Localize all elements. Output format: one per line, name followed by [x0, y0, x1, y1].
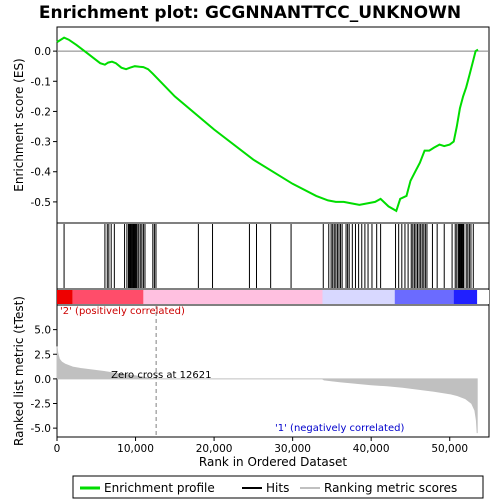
es-y-tick-label: -0.3: [31, 137, 52, 149]
zero-cross-annotation: Zero cross at 12621: [111, 370, 211, 381]
rank-x-tick-label: 50,000: [431, 443, 468, 455]
es-y-tick-label: -0.4: [31, 167, 52, 179]
color-bar-segment: [143, 290, 323, 304]
color-bar-segment: [72, 290, 144, 304]
es-y-axis-label: Enrichment score (ES): [12, 58, 26, 191]
enrichment-profile-line: [56, 36, 479, 213]
rank-x-tick-label: 20,000: [196, 443, 233, 455]
rank-x-tick-label: 30,000: [274, 443, 311, 455]
color-bar-segment: [57, 290, 73, 304]
es-y-tick-label: 0.0: [34, 46, 51, 58]
negative-correlation-label: '1' (negatively correlated): [275, 423, 404, 434]
legend-item-hits: Hits: [242, 481, 289, 495]
color-bar-segment: [453, 290, 478, 304]
chart-title: Enrichment plot: GCGNNANTTCC_UNKNOWN: [39, 3, 461, 23]
es-y-axis: 0.0 -0.1 -0.2 -0.3 -0.4 -0.5: [31, 46, 57, 209]
legend-label-enrichment-profile: Enrichment profile: [104, 481, 215, 495]
rank-y-axis: 5.0 2.5 0.0 -2.5 -5.0: [31, 325, 57, 435]
rank-y-tick-label: 5.0: [34, 325, 51, 337]
legend-item-enrichment-profile: Enrichment profile: [80, 481, 215, 495]
legend-box: [72, 475, 484, 499]
color-bar-segment: [322, 290, 395, 304]
rank-y-tick-label: 2.5: [34, 349, 51, 361]
rank-x-axis-label: Rank in Ordered Dataset: [199, 455, 347, 469]
color-bar-segment: [394, 290, 454, 304]
color-bar-segment: [477, 290, 489, 304]
enrichment-panel-frame: [56, 26, 490, 224]
es-y-tick-label: -0.2: [31, 106, 52, 118]
enrichment-profile-path: [56, 36, 479, 213]
es-y-tick-label: -0.1: [31, 76, 52, 88]
legend-item-ranking-metric: Ranking metric scores: [300, 481, 457, 495]
ranking-metric-area: [56, 346, 478, 434]
rank-color-bar: [57, 290, 489, 304]
rank-x-tick-label: 0: [54, 443, 61, 455]
rank-y-tick-label: -2.5: [31, 399, 52, 411]
rank-y-axis-label: Ranked list metric (tTest): [12, 296, 26, 446]
rank-x-axis: 0 10,000 20,000 30,000 40,000 50,000: [54, 437, 468, 455]
ranking-metric-fill: [56, 346, 478, 434]
legend-label-hits: Hits: [266, 481, 289, 495]
rank-y-tick-label: 0.0: [34, 374, 51, 386]
legend-label-ranking-metric: Ranking metric scores: [324, 481, 457, 495]
rank-x-tick-label: 40,000: [353, 443, 390, 455]
rank-x-tick-label: 10,000: [117, 443, 154, 455]
hits-marks: [63, 224, 474, 288]
positive-correlation-label: '2' (positively correlated): [60, 306, 185, 317]
es-y-tick-label: -0.5: [31, 197, 52, 209]
rank-y-tick-label: -5.0: [31, 423, 52, 435]
